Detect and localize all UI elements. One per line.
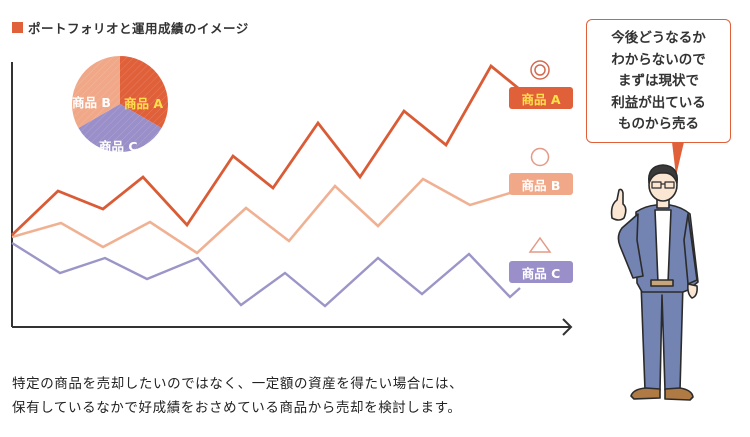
- pie-label-c: 商品 C: [99, 139, 138, 154]
- series-tag-product-c: 商品 C: [509, 261, 573, 283]
- pie-label-a: 商品 A: [124, 96, 164, 111]
- line-product-b: [11, 177, 511, 255]
- axes: [11, 62, 573, 336]
- rating-double-circle-icon: [530, 60, 550, 80]
- speech-bubble-tail: [672, 142, 684, 176]
- pie-label-b: 商品 B: [72, 95, 111, 110]
- line-product-a: [11, 63, 519, 237]
- title-marker-icon: [12, 22, 23, 33]
- chart-title: ポートフォリオと運用成績のイメージ: [12, 18, 249, 37]
- caption: 特定の商品を売却したいのではなく、一定額の資産を得たい場合には、 保有しているな…: [12, 376, 464, 416]
- speech-bubble-text: 今後どうなるか わからないので まずは現状で 利益が出ている ものから売る: [611, 30, 706, 132]
- rating-circle-icon: [530, 147, 550, 167]
- portfolio-pie: [71, 55, 169, 153]
- series-tag-product-b: 商品 B: [509, 173, 573, 195]
- series-tag-product-a: 商品 A: [509, 87, 573, 109]
- businessman-illustration: [610, 164, 699, 401]
- rating-triangle-icon: [528, 236, 552, 253]
- line-product-c: [11, 241, 521, 308]
- speech-bubble: 今後どうなるか わからないので まずは現状で 利益が出ている ものから売る: [586, 19, 731, 143]
